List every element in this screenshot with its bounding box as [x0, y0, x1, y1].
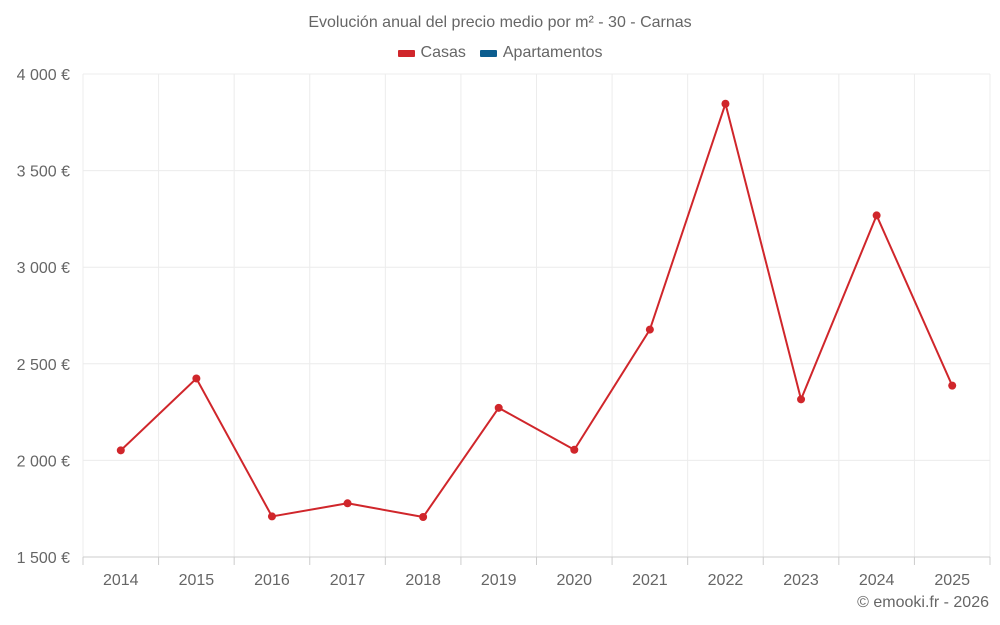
- data-point: [494, 403, 503, 412]
- x-tick-label: 2020: [556, 572, 592, 589]
- y-tick-label: 3 000 €: [17, 260, 70, 277]
- data-point: [797, 395, 806, 404]
- data-point: [267, 512, 276, 521]
- data-point: [721, 99, 730, 108]
- x-tick-label: 2024: [859, 572, 895, 589]
- legend-swatch-casas: [397, 49, 415, 57]
- legend: Casas Apartamentos: [0, 44, 1000, 62]
- x-tick-label: 2023: [783, 572, 819, 589]
- data-point: [343, 499, 352, 508]
- y-tick-label: 4 000 €: [17, 67, 70, 84]
- x-tick-label: 2014: [103, 572, 139, 589]
- legend-label-casas: Casas: [420, 44, 466, 61]
- x-tick-label: 2022: [708, 572, 744, 589]
- x-tick-label: 2016: [254, 572, 290, 589]
- x-tick-label: 2021: [632, 572, 668, 589]
- data-point: [116, 446, 125, 455]
- data-point: [872, 211, 881, 220]
- x-tick-label: 2018: [405, 572, 441, 589]
- y-tick-label: 3 500 €: [17, 164, 70, 181]
- x-tick-label: 2025: [934, 572, 970, 589]
- legend-swatch-apartamentos: [479, 49, 497, 57]
- series-line-casas: [120, 102, 954, 519]
- legend-item-apartamentos[interactable]: Apartamentos: [479, 44, 603, 62]
- data-point: [645, 325, 654, 334]
- y-tick-label: 1 500 €: [17, 550, 70, 567]
- y-tick-label: 2 000 €: [17, 453, 70, 470]
- x-tick-label: 2015: [179, 572, 215, 589]
- data-point: [570, 445, 579, 454]
- credit-text: © emooki.fr - 2026: [857, 594, 989, 611]
- data-point: [192, 374, 201, 383]
- data-point: [419, 513, 428, 522]
- legend-item-casas[interactable]: Casas: [397, 44, 466, 62]
- chart-title: Evolución anual del precio medio por m² …: [308, 14, 692, 31]
- x-tick-label: 2019: [481, 572, 517, 589]
- legend-label-apartamentos: Apartamentos: [502, 44, 603, 61]
- x-tick-label: 2017: [330, 572, 366, 589]
- y-tick-label: 2 500 €: [17, 357, 70, 374]
- data-point: [948, 381, 957, 390]
